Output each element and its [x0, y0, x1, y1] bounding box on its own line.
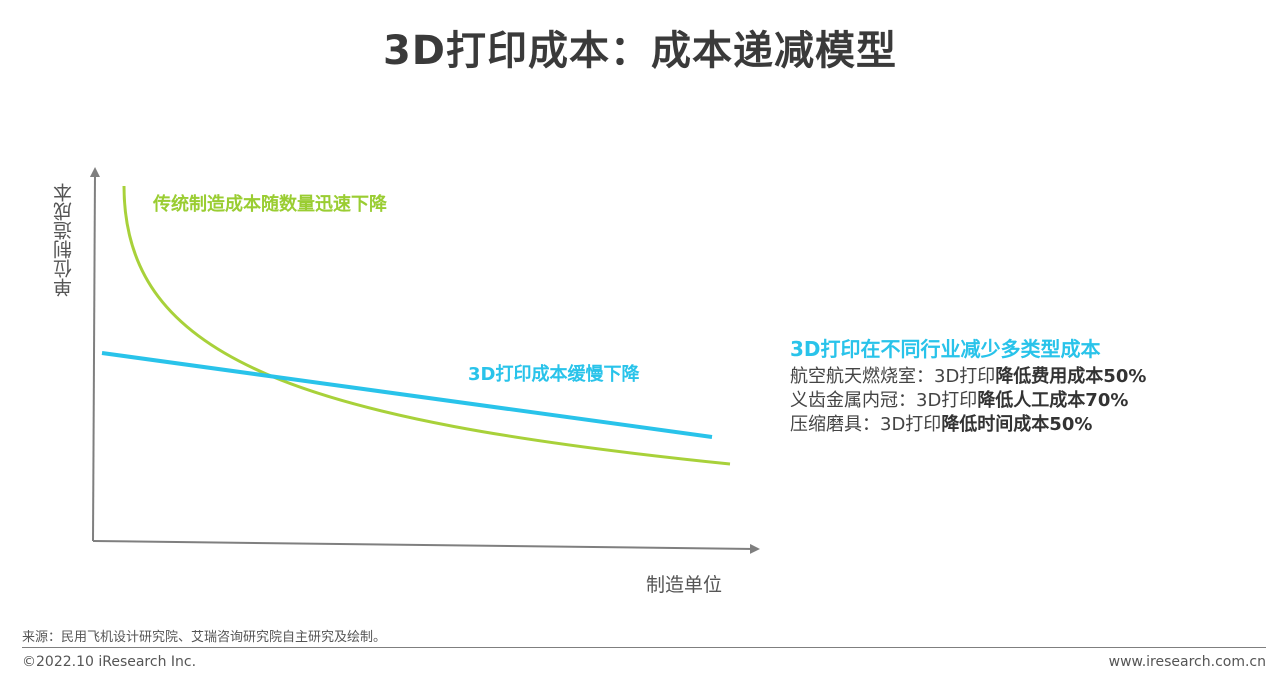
x-axis — [92, 540, 760, 554]
copyright: ©2022.10 iResearch Inc. — [22, 654, 197, 670]
panel-row: 航空航天燃烧室：3D打印降低费用成本50% — [790, 365, 1146, 389]
row-prefix: 义齿金属内冠：3D打印 — [790, 390, 978, 411]
row-highlight: 降低人工成本70% — [977, 390, 1129, 411]
traditional-cost-curve — [122, 185, 731, 466]
website-link[interactable]: www.iresearch.com.cn — [1108, 654, 1266, 670]
row-highlight: 降低时间成本50% — [941, 414, 1093, 435]
row-prefix: 压缩磨具：3D打印 — [790, 414, 942, 435]
source-note: 来源：民用飞机设计研究院、艾瑞咨询研究院自主研究及绘制。 — [22, 630, 387, 645]
footer-divider — [22, 647, 1266, 648]
printing-cost-line — [101, 351, 713, 439]
panel-title: 3D打印在不同行业减少多类型成本 — [790, 337, 1101, 361]
page-title: 3D打印成本：成本递减模型 — [382, 28, 898, 74]
x-axis-label: 制造单位 — [646, 574, 723, 596]
y-axis — [89, 167, 100, 542]
traditional-curve-label: 传统制造成本随数量迅速下降 — [153, 194, 387, 215]
printing-line-label: 3D打印成本缓慢下降 — [468, 364, 640, 385]
y-axis-label: 单位制造成本 — [53, 183, 75, 297]
row-prefix: 航空航天燃烧室：3D打印 — [790, 366, 996, 387]
cost-reduction-panel: 3D打印在不同行业减少多类型成本 航空航天燃烧室：3D打印降低费用成本50% 义… — [790, 333, 1146, 437]
row-highlight: 降低费用成本50% — [995, 366, 1147, 387]
panel-row: 义齿金属内冠：3D打印降低人工成本70% — [790, 389, 1146, 413]
panel-row: 压缩磨具：3D打印降低时间成本50% — [790, 413, 1146, 437]
